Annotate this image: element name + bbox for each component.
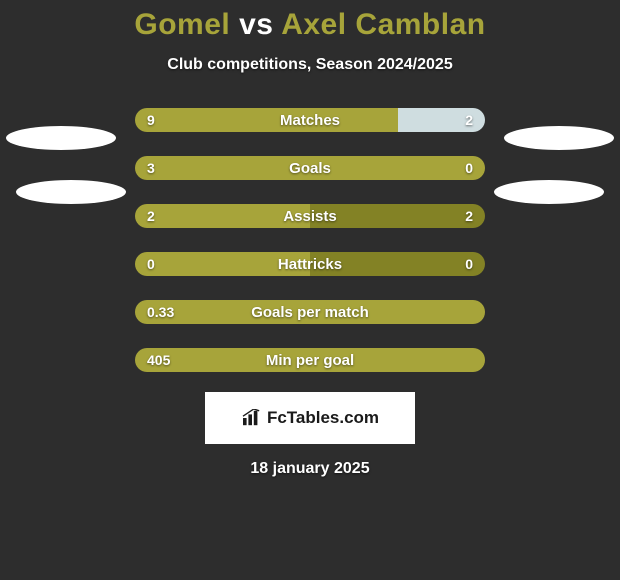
- player1-name: Gomel: [134, 8, 230, 41]
- stat-value-right: 2: [465, 108, 473, 132]
- stat-bar-track: [135, 348, 485, 372]
- stat-row: Hattricks00: [0, 252, 620, 276]
- stat-value-left: 405: [147, 348, 170, 372]
- stat-row: Goals30: [0, 156, 620, 180]
- stat-bar-right: [310, 204, 485, 228]
- stat-value-left: 0: [147, 252, 155, 276]
- stat-bar-track: [135, 108, 485, 132]
- player1-badge-bottom: [16, 180, 126, 204]
- stat-row: Matches92: [0, 108, 620, 132]
- brand-label: FcTables.com: [241, 408, 379, 428]
- stat-value-right: 2: [465, 204, 473, 228]
- page-title: Gomel vs Axel Camblan: [0, 8, 620, 42]
- stat-row-inner: Goals per match0.33: [135, 300, 485, 324]
- stat-bar-left: [135, 108, 398, 132]
- stat-value-left: 0.33: [147, 300, 174, 324]
- stat-bar-left: [135, 348, 485, 372]
- stat-row-inner: Hattricks00: [135, 252, 485, 276]
- stat-bar-left: [135, 252, 310, 276]
- stat-bar-left: [135, 156, 485, 180]
- stat-bar-right: [310, 252, 485, 276]
- stat-value-right: 0: [465, 156, 473, 180]
- comparison-card: Gomel vs Axel Camblan Club competitions,…: [0, 0, 620, 478]
- stat-bar-track: [135, 156, 485, 180]
- player2-badge-bottom: [494, 180, 604, 204]
- stat-row-inner: Goals30: [135, 156, 485, 180]
- stat-row: Min per goal405: [0, 348, 620, 372]
- subtitle: Club competitions, Season 2024/2025: [0, 56, 620, 74]
- stat-bar-left: [135, 300, 485, 324]
- brand-badge: FcTables.com: [205, 392, 415, 444]
- stat-value-left: 2: [147, 204, 155, 228]
- stat-row-inner: Assists22: [135, 204, 485, 228]
- player2-name: Axel Camblan: [281, 8, 485, 41]
- title-vs: vs: [239, 8, 273, 41]
- stat-bar-track: [135, 252, 485, 276]
- chart-icon: [241, 409, 263, 427]
- stat-row-inner: Min per goal405: [135, 348, 485, 372]
- stat-value-left: 3: [147, 156, 155, 180]
- date-label: 18 january 2025: [0, 460, 620, 478]
- brand-text: FcTables.com: [267, 408, 379, 428]
- stat-bar-track: [135, 204, 485, 228]
- stat-value-right: 0: [465, 252, 473, 276]
- stat-row-inner: Matches92: [135, 108, 485, 132]
- stat-bar-track: [135, 300, 485, 324]
- stat-value-left: 9: [147, 108, 155, 132]
- stat-bar-left: [135, 204, 310, 228]
- stat-row: Assists22: [0, 204, 620, 228]
- stat-row: Goals per match0.33: [0, 300, 620, 324]
